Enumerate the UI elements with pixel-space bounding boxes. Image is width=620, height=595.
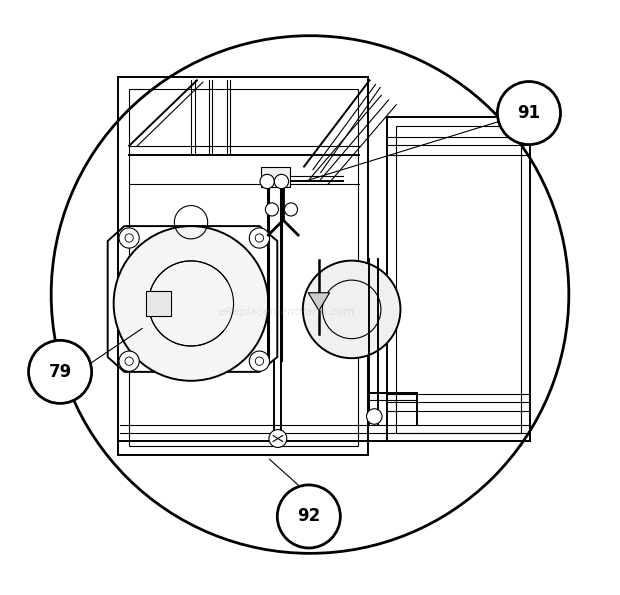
Circle shape [119, 228, 140, 248]
Polygon shape [308, 293, 330, 311]
Bar [261, 167, 290, 187]
Circle shape [119, 351, 140, 371]
Circle shape [497, 82, 560, 145]
Bar [146, 291, 170, 316]
Circle shape [265, 203, 278, 216]
Text: 79: 79 [48, 363, 72, 381]
Circle shape [366, 409, 382, 424]
Bar [396, 126, 521, 433]
Text: 92: 92 [297, 508, 321, 525]
Text: eReplacementParts.com: eReplacementParts.com [218, 308, 355, 317]
Circle shape [113, 226, 268, 381]
Bar [388, 117, 530, 441]
Circle shape [303, 261, 401, 358]
Circle shape [277, 485, 340, 548]
Circle shape [260, 174, 274, 189]
Text: 91: 91 [518, 104, 541, 122]
Bar [118, 77, 368, 455]
Circle shape [274, 174, 288, 189]
Circle shape [29, 340, 92, 403]
Bar [129, 89, 358, 446]
Circle shape [249, 228, 270, 248]
Circle shape [51, 36, 569, 553]
Circle shape [269, 430, 287, 447]
Circle shape [249, 351, 270, 371]
Circle shape [285, 203, 298, 216]
